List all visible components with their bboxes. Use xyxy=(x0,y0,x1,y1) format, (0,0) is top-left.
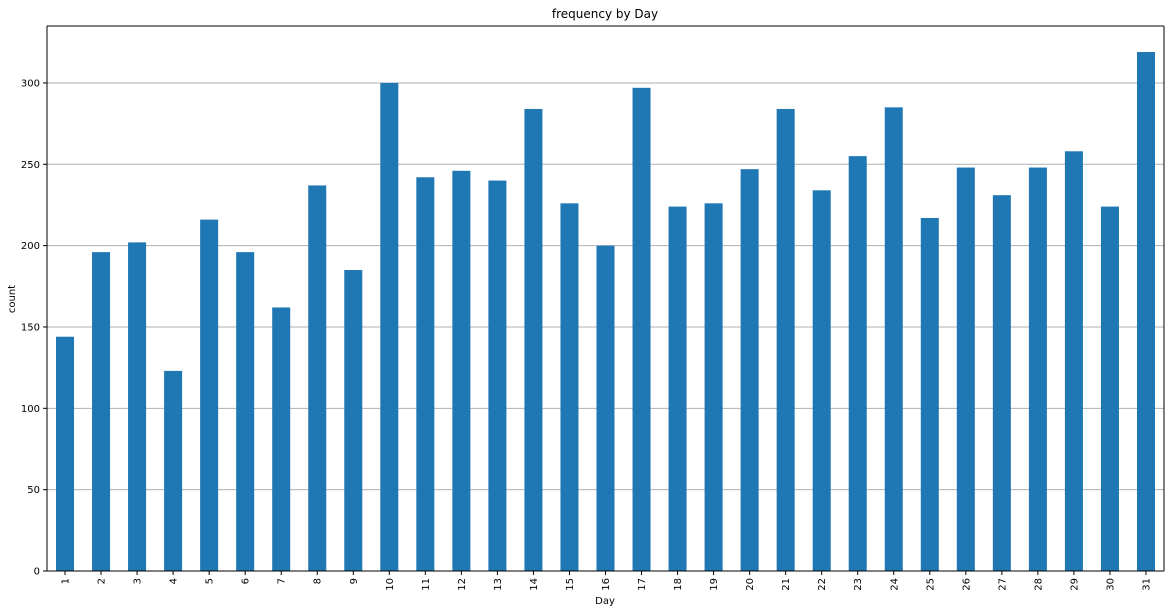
axes xyxy=(46,25,1165,572)
x-tick-label: 18 xyxy=(673,578,684,591)
bar xyxy=(848,156,867,572)
bar xyxy=(92,252,111,571)
y-tick-label: 200 xyxy=(21,241,40,252)
bar xyxy=(668,206,687,571)
x-tick-label: 26 xyxy=(961,578,972,591)
x-tick-label: 17 xyxy=(637,578,648,591)
bar xyxy=(452,170,471,571)
bar xyxy=(596,245,615,571)
x-tick-label: 29 xyxy=(1069,578,1080,591)
x-tick-label: 20 xyxy=(745,578,756,591)
bar xyxy=(488,180,507,571)
y-tick-label: 100 xyxy=(21,404,40,415)
bar xyxy=(1028,167,1047,572)
y-tick-label: 0 xyxy=(34,567,40,578)
x-tick-label: 3 xyxy=(133,578,144,584)
bars xyxy=(56,52,1155,572)
x-tick-label: 30 xyxy=(1105,578,1116,591)
x-ticks: 1 2 3 4 5 6 7 8 9 10 11 12 13 14 15 16 17 18 19 20 21 22 23 24 2… xyxy=(61,571,1152,591)
y-ticks: 0 50 100 150 200 250 300 xyxy=(21,78,47,578)
x-tick-label: 27 xyxy=(997,578,1008,591)
bar xyxy=(416,177,435,571)
bar xyxy=(236,252,255,571)
x-tick-label: 23 xyxy=(853,578,864,591)
x-axis-label: Day xyxy=(595,596,615,607)
x-tick-label: 21 xyxy=(781,578,792,591)
x-tick-label: 4 xyxy=(169,578,180,584)
x-tick-label: 7 xyxy=(277,578,288,584)
bar xyxy=(812,190,831,572)
x-tick-label: 8 xyxy=(313,578,324,584)
y-tick-label: 250 xyxy=(21,160,40,171)
x-tick-label: 16 xyxy=(601,578,612,591)
x-tick-label: 22 xyxy=(817,578,828,591)
chart-title: frequency by Day xyxy=(552,7,658,21)
bar xyxy=(560,203,579,571)
x-tick-label: 15 xyxy=(565,578,576,591)
x-tick-label: 9 xyxy=(349,578,360,584)
y-tick-label: 150 xyxy=(21,322,40,333)
bar xyxy=(1100,206,1119,571)
bar xyxy=(740,169,759,571)
bar xyxy=(524,108,543,571)
bar xyxy=(992,195,1011,571)
bar xyxy=(1064,151,1083,571)
bar xyxy=(1136,52,1155,572)
x-tick-label: 2 xyxy=(97,578,108,584)
bar xyxy=(272,307,291,571)
x-tick-label: 25 xyxy=(925,578,936,591)
x-tick-label: 28 xyxy=(1033,578,1044,591)
x-tick-label: 14 xyxy=(529,578,540,591)
bar xyxy=(956,167,975,572)
bar xyxy=(920,217,939,571)
x-tick-label: 6 xyxy=(241,578,252,584)
bar xyxy=(308,185,327,571)
y-tick-label: 50 xyxy=(27,485,40,496)
x-tick-label: 5 xyxy=(205,578,216,584)
x-tick-label: 13 xyxy=(493,578,504,591)
bar xyxy=(884,107,903,571)
x-tick-label: 10 xyxy=(385,578,396,591)
bar xyxy=(128,242,147,571)
x-tick-label: 31 xyxy=(1141,578,1152,591)
x-tick-label: 1 xyxy=(61,578,72,584)
bar xyxy=(200,219,219,571)
bar xyxy=(704,203,723,571)
bar xyxy=(56,336,75,571)
bar xyxy=(344,270,363,571)
x-tick-label: 11 xyxy=(421,578,432,591)
bar xyxy=(776,108,795,571)
x-tick-label: 19 xyxy=(709,578,720,591)
bar xyxy=(380,82,399,571)
bar xyxy=(632,87,651,571)
x-tick-label: 12 xyxy=(457,578,468,591)
y-axis-label: count xyxy=(7,285,18,313)
y-tick-label: 300 xyxy=(21,78,40,89)
bar xyxy=(164,370,183,571)
x-tick-label: 24 xyxy=(889,578,900,591)
